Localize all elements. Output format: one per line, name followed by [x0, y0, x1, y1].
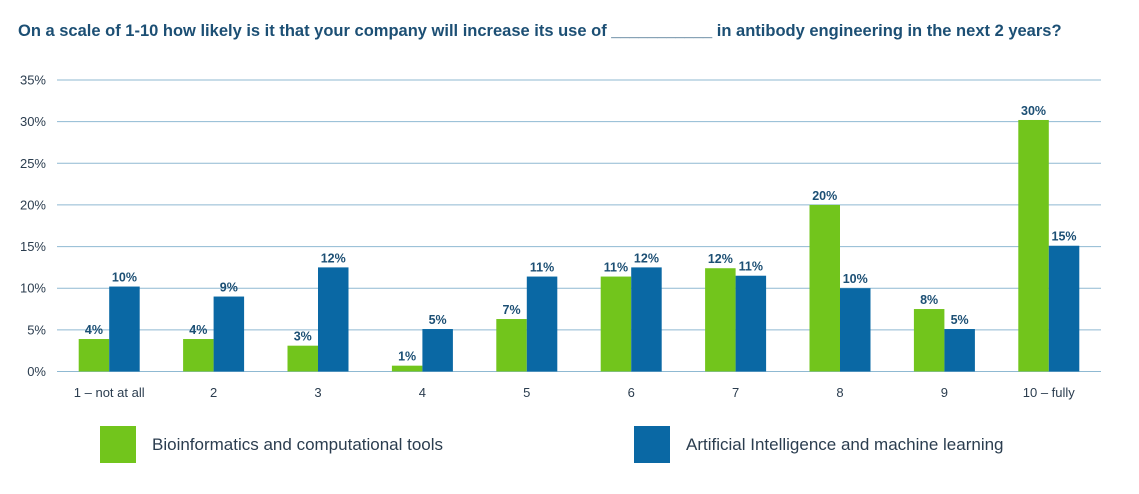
bar-bioinformatics [391, 365, 423, 372]
x-tick-label: 3 [314, 385, 321, 400]
data-label: 9% [220, 281, 238, 295]
bar-ai [840, 288, 871, 372]
data-label: 11% [604, 261, 628, 275]
data-label: 1% [398, 350, 416, 364]
bar-bioinformatics [705, 268, 736, 372]
legend-swatch-bioinformatics [100, 426, 136, 463]
data-label: 11% [530, 261, 554, 275]
data-label: 15% [1052, 230, 1077, 244]
bar-bioinformatics [1018, 119, 1049, 372]
data-label: 10% [112, 271, 137, 285]
y-tick-label: 30% [20, 114, 46, 129]
bar-ai [1048, 245, 1080, 372]
legend-item-bioinformatics: Bioinformatics and computational tools [100, 426, 443, 463]
data-label: 12% [321, 251, 346, 265]
y-tick-label: 0% [27, 364, 46, 379]
legend-label-bioinformatics: Bioinformatics and computational tools [152, 434, 444, 454]
data-label: 12% [708, 252, 733, 266]
data-label: 5% [429, 313, 447, 327]
bar-bioinformatics [600, 276, 632, 372]
x-tick-label: 7 [732, 385, 739, 400]
bar-ai [944, 329, 975, 372]
legend-item-ai: Artificial Intelligence and machine lear… [634, 426, 1004, 463]
bar-ai [526, 276, 558, 372]
bar-bioinformatics [496, 319, 527, 372]
x-tick-label: 4 [419, 385, 426, 400]
bar-bioinformatics [287, 345, 318, 372]
bar-ai [422, 329, 453, 372]
y-tick-label: 25% [20, 156, 46, 171]
data-label: 4% [85, 323, 103, 337]
x-tick-label: 9 [941, 385, 948, 400]
y-tick-label: 15% [20, 239, 46, 254]
x-tick-label: 10 – fully [1023, 385, 1076, 400]
y-tick-label: 10% [20, 281, 46, 296]
data-label: 5% [951, 313, 969, 327]
data-label: 10% [843, 272, 868, 286]
data-label: 12% [634, 251, 659, 265]
x-tick-label: 5 [523, 385, 530, 400]
y-tick-label: 5% [27, 322, 46, 337]
y-tick-label: 20% [20, 197, 46, 212]
data-label: 30% [1021, 104, 1046, 118]
bar-bioinformatics [913, 309, 945, 372]
legend-swatch-ai [634, 426, 670, 463]
bar-bioinformatics [78, 339, 110, 372]
bar-bioinformatics [809, 204, 840, 372]
data-label: 20% [812, 189, 837, 203]
x-tick-label: 2 [210, 385, 217, 400]
bar-ai [735, 275, 767, 372]
data-label: 7% [503, 303, 521, 317]
x-tick-label: 8 [836, 385, 843, 400]
bar-ai [109, 286, 140, 372]
chart-title: On a scale of 1-10 how likely is it that… [18, 22, 1062, 40]
data-label: 4% [189, 323, 207, 337]
bar-chart: 0%5%10%15%20%25%30%35%4%10%1 – not at al… [20, 73, 1101, 400]
bar-ai [318, 267, 349, 372]
data-label: 3% [294, 330, 312, 344]
bar-ai [631, 267, 662, 372]
bar-bioinformatics [183, 339, 214, 372]
data-label: 8% [920, 293, 938, 307]
y-tick-label: 35% [20, 73, 46, 88]
data-label: 11% [739, 260, 763, 274]
x-tick-label: 1 – not at all [74, 385, 145, 400]
bar-ai [213, 296, 245, 372]
x-tick-label: 6 [628, 385, 635, 400]
legend-label-ai: Artificial Intelligence and machine lear… [686, 434, 1004, 454]
